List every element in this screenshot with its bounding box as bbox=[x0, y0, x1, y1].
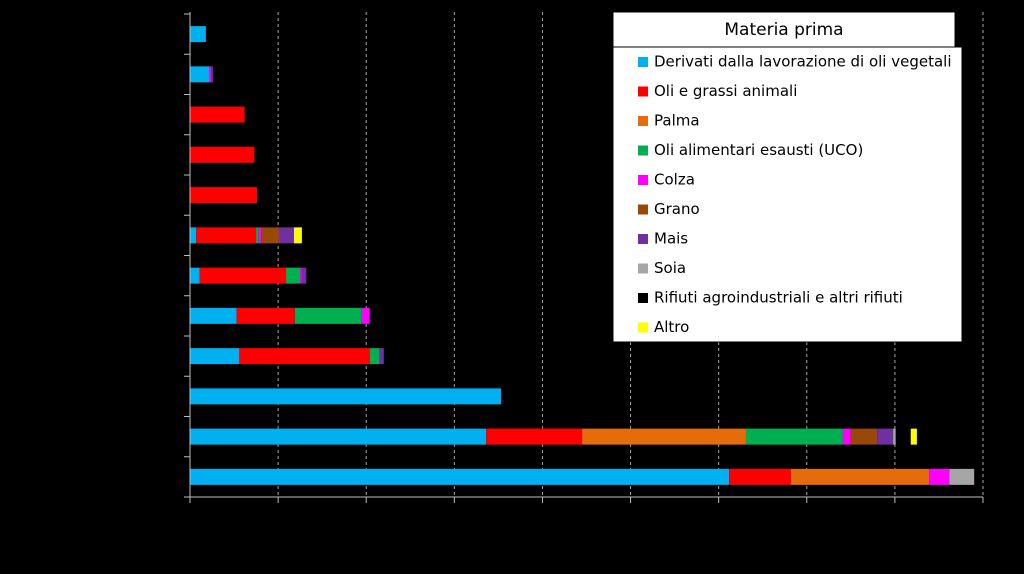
legend-marker bbox=[638, 57, 648, 67]
legend-box bbox=[612, 46, 963, 343]
bar-segment bbox=[211, 66, 213, 83]
bar-segment bbox=[190, 227, 197, 244]
legend-marker bbox=[638, 234, 648, 244]
bar-segment bbox=[369, 348, 380, 365]
legend-marker bbox=[638, 204, 648, 215]
bar-segment bbox=[893, 428, 896, 445]
legend-label: Grano bbox=[654, 200, 700, 218]
bar-segment bbox=[294, 307, 362, 324]
bar-segment bbox=[196, 227, 257, 244]
bar-segment bbox=[301, 267, 307, 284]
bar-segment bbox=[236, 307, 295, 324]
legend-marker bbox=[638, 263, 648, 274]
bar-segment bbox=[190, 146, 255, 163]
bar-segment bbox=[745, 428, 843, 445]
bar-segment bbox=[190, 428, 487, 445]
bar-segment bbox=[286, 267, 301, 284]
bar-segment bbox=[729, 468, 791, 485]
bars bbox=[190, 26, 975, 485]
bar-segment bbox=[190, 388, 502, 405]
legend-marker bbox=[638, 145, 648, 156]
x-tick-label: 5 bbox=[627, 508, 635, 522]
legend-label: Mais bbox=[654, 230, 688, 248]
bar-segment bbox=[361, 307, 370, 324]
bar-segment bbox=[300, 267, 302, 284]
legend-marker bbox=[638, 293, 648, 303]
legend: Derivati dalla lavorazione di oli vegeta… bbox=[638, 53, 952, 336]
legend-marker bbox=[638, 322, 648, 333]
legend-marker bbox=[638, 86, 648, 97]
legend-label: Palma bbox=[654, 112, 700, 130]
x-tick-label: 9 bbox=[979, 508, 987, 522]
legend-marker bbox=[638, 175, 648, 185]
legend-label: Altro bbox=[654, 318, 689, 336]
bar-segment bbox=[239, 348, 370, 365]
bar-segment bbox=[929, 468, 950, 485]
bar-segment bbox=[190, 26, 206, 43]
bar-segment bbox=[293, 227, 302, 244]
bar-segment bbox=[190, 468, 730, 485]
bar-segment bbox=[486, 428, 583, 445]
x-tick-label: 4 bbox=[539, 508, 547, 522]
x-tick-label: 2 bbox=[362, 508, 370, 522]
x-tick-label: 1 bbox=[274, 508, 282, 522]
bar-segment bbox=[895, 428, 911, 445]
legend-label: Oli alimentari esausti (UCO) bbox=[654, 141, 863, 159]
legend-label: Rifiuti agroindustriali e altri rifiuti bbox=[654, 289, 903, 307]
legend-title-box bbox=[612, 11, 956, 48]
bar-segment bbox=[842, 428, 851, 445]
axes: 0 1 2 3 4 5 6 7 8 9 bbox=[184, 12, 987, 522]
bar-segment bbox=[949, 468, 975, 485]
bar-segment bbox=[910, 428, 917, 445]
x-tick-label: 8 bbox=[891, 508, 899, 522]
x-tick-label: 3 bbox=[451, 508, 459, 522]
bar-segment bbox=[256, 227, 259, 244]
bar-segment bbox=[199, 267, 287, 284]
bar-segment bbox=[190, 267, 200, 284]
bar-segment bbox=[258, 227, 262, 244]
bar-segment bbox=[850, 428, 878, 445]
bar-segment bbox=[190, 106, 245, 123]
bar-segment bbox=[209, 66, 212, 83]
bar-segment bbox=[790, 468, 930, 485]
bar-segment bbox=[190, 187, 257, 204]
x-tick-label: 6 bbox=[715, 508, 723, 522]
bar-segment bbox=[190, 307, 237, 324]
legend-label: Derivati dalla lavorazione di oli vegeta… bbox=[654, 53, 952, 71]
x-tick-label: 0 bbox=[186, 508, 194, 522]
legend-title: Materia prima bbox=[724, 20, 843, 40]
bar-segment bbox=[379, 348, 384, 365]
x-tick-label: 7 bbox=[803, 508, 811, 522]
bar-segment bbox=[261, 227, 279, 244]
legend-label: Oli e grassi animali bbox=[654, 82, 797, 100]
legend-marker bbox=[638, 116, 648, 126]
bar-segment bbox=[190, 348, 240, 365]
bar-segment bbox=[582, 428, 746, 445]
legend-label: Colza bbox=[654, 171, 695, 189]
bar-segment bbox=[278, 227, 294, 244]
bar-segment bbox=[190, 66, 210, 83]
bar-segment bbox=[877, 428, 894, 445]
legend-label: Soia bbox=[654, 259, 686, 277]
